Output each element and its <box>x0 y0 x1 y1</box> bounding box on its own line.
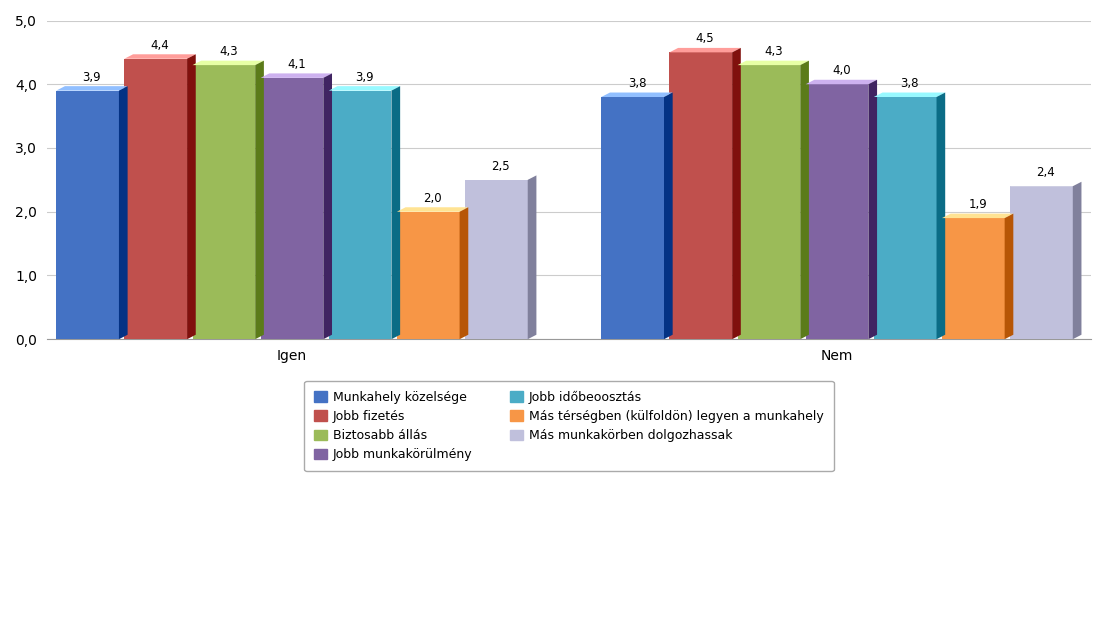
Polygon shape <box>465 180 528 339</box>
Polygon shape <box>119 86 127 339</box>
Polygon shape <box>397 207 468 212</box>
Polygon shape <box>805 80 877 85</box>
Polygon shape <box>664 93 672 339</box>
Text: 3,8: 3,8 <box>628 77 646 90</box>
Polygon shape <box>602 97 664 339</box>
Polygon shape <box>187 54 196 339</box>
Text: 1,9: 1,9 <box>968 198 987 211</box>
Text: 4,5: 4,5 <box>696 32 714 45</box>
Polygon shape <box>1010 182 1082 186</box>
Polygon shape <box>124 54 196 59</box>
Polygon shape <box>255 61 264 339</box>
Polygon shape <box>942 218 1004 339</box>
Polygon shape <box>323 73 332 339</box>
Polygon shape <box>392 86 400 339</box>
Legend: Munkahely közelsége, Jobb fizetés, Biztosabb állás, Jobb munkakörülmény, Jobb id: Munkahely közelsége, Jobb fizetés, Bizto… <box>304 380 834 471</box>
Polygon shape <box>192 65 255 339</box>
Text: 3,8: 3,8 <box>900 77 919 90</box>
Polygon shape <box>1004 214 1013 339</box>
Polygon shape <box>56 91 119 339</box>
Polygon shape <box>528 175 536 339</box>
Polygon shape <box>397 212 460 339</box>
Polygon shape <box>1073 182 1082 339</box>
Text: 4,4: 4,4 <box>150 38 169 52</box>
Polygon shape <box>874 97 937 339</box>
Polygon shape <box>738 61 808 65</box>
Polygon shape <box>124 59 187 339</box>
Polygon shape <box>460 207 468 339</box>
Polygon shape <box>328 91 392 339</box>
Polygon shape <box>937 93 946 339</box>
Polygon shape <box>1010 186 1073 339</box>
Polygon shape <box>801 61 808 339</box>
Polygon shape <box>56 86 127 91</box>
Polygon shape <box>942 214 1013 218</box>
Polygon shape <box>738 65 801 339</box>
Polygon shape <box>805 85 868 339</box>
Text: 3,9: 3,9 <box>83 71 102 83</box>
Polygon shape <box>261 78 323 339</box>
Polygon shape <box>732 48 741 339</box>
Polygon shape <box>192 61 264 65</box>
Polygon shape <box>669 52 732 339</box>
Polygon shape <box>602 93 672 97</box>
Text: 2,5: 2,5 <box>491 160 510 173</box>
Text: 4,1: 4,1 <box>286 58 305 71</box>
Polygon shape <box>868 80 877 339</box>
Text: 4,3: 4,3 <box>219 45 238 58</box>
Polygon shape <box>328 86 400 91</box>
Text: 2,4: 2,4 <box>1036 166 1055 179</box>
Polygon shape <box>669 48 741 52</box>
Text: 3,9: 3,9 <box>355 71 374 83</box>
Polygon shape <box>261 73 332 78</box>
Polygon shape <box>465 175 536 180</box>
Text: 4,3: 4,3 <box>764 45 783 58</box>
Text: 2,0: 2,0 <box>424 192 442 204</box>
Text: 4,0: 4,0 <box>832 64 851 77</box>
Polygon shape <box>874 93 946 97</box>
